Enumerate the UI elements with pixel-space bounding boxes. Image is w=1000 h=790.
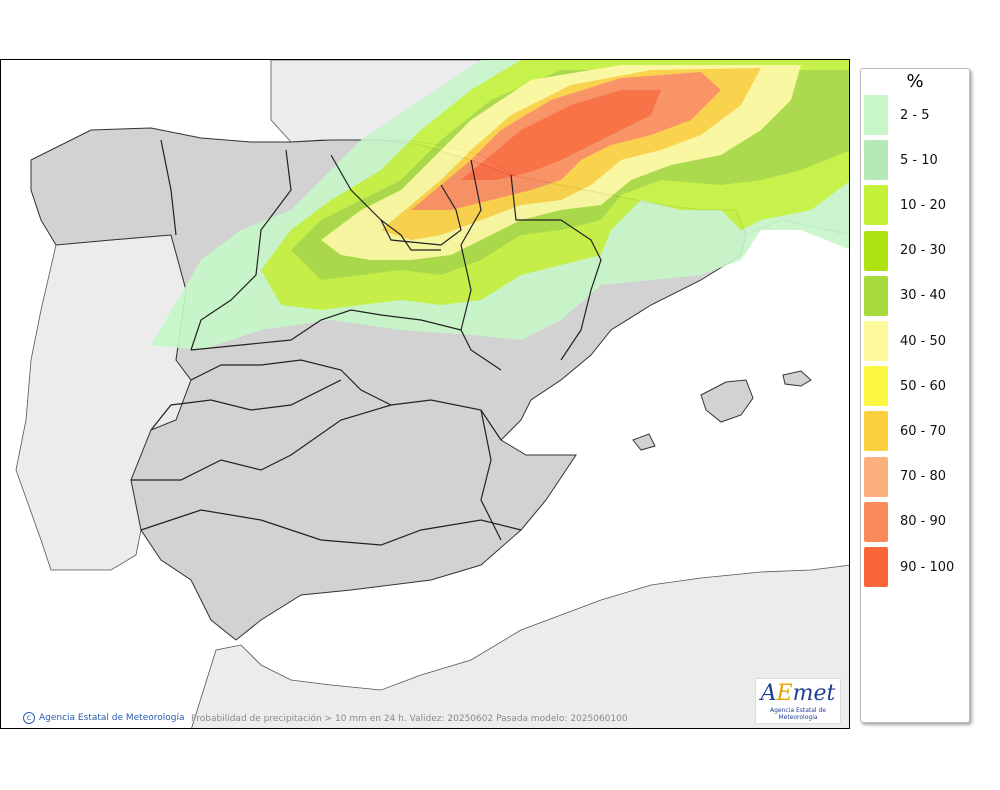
legend-label: 30 - 40 — [900, 288, 947, 304]
legend-swatch — [864, 275, 888, 316]
aemet-logo-subtitle: Agencia Estatal de Meteorología — [769, 707, 826, 721]
legend-item: 2 - 5 — [864, 95, 968, 135]
legend-item: 10 - 20 — [864, 185, 968, 226]
legend-swatch — [864, 95, 888, 135]
map-canvas[interactable] — [1, 60, 850, 729]
menorca-island — [782, 370, 812, 387]
legend-swatch — [864, 501, 888, 542]
legend-swatch — [864, 547, 888, 587]
legend-item: 30 - 40 — [864, 275, 968, 316]
legend-swatch — [864, 456, 888, 497]
legend-swatch — [864, 185, 888, 226]
legend-item: 20 - 30 — [864, 230, 968, 271]
legend-label: 80 - 90 — [900, 514, 947, 530]
mallorca-island — [700, 379, 754, 423]
region-borders — [131, 139, 602, 546]
legend-swatch — [864, 230, 888, 271]
copyright-icon: c — [23, 712, 35, 724]
aemet-logo: AEmet Agencia Estatal de Meteorología — [755, 678, 841, 724]
legend-label: 60 - 70 — [900, 423, 947, 439]
ibiza-island — [632, 433, 656, 451]
legend-label: 50 - 60 — [900, 378, 947, 394]
band-90-100 — [461, 90, 661, 180]
legend-label: 70 - 80 — [900, 469, 947, 485]
legend-label: 10 - 20 — [900, 197, 947, 213]
map-caption: Probabilidad de precipitación > 10 mm en… — [191, 714, 628, 724]
legend-label: 20 - 30 — [900, 243, 947, 259]
legend-swatch — [864, 411, 888, 452]
legend-label: 5 - 10 — [900, 152, 938, 168]
precipitation-overlay — [151, 60, 849, 350]
legend-item: 60 - 70 — [864, 411, 968, 452]
legend-panel: % 2 - 5 5 - 10 10 - 20 20 - 30 30 - 40 40 - 5… — [860, 68, 970, 723]
aemet-logo-word: AEmet — [760, 681, 836, 706]
legend-swatch — [864, 140, 888, 181]
legend-swatch — [864, 321, 888, 361]
legend-swatch — [864, 366, 888, 407]
legend-label: 40 - 50 — [900, 333, 947, 349]
legend-label: 90 - 100 — [900, 559, 955, 575]
legend-item: 50 - 60 — [864, 366, 968, 407]
legend-title: % — [906, 71, 924, 92]
north-africa-landmass — [191, 564, 849, 728]
legend-item: 40 - 50 — [864, 321, 968, 361]
legend-item: 70 - 80 — [864, 456, 968, 497]
agency-credit-text: Agencia Estatal de Meteorología — [39, 713, 185, 723]
agency-credit: c Agencia Estatal de Meteorología — [23, 712, 185, 724]
legend-item: 80 - 90 — [864, 501, 968, 542]
legend-item: 5 - 10 — [864, 140, 968, 181]
map-panel[interactable]: c Agencia Estatal de Meteorología Probab… — [0, 59, 850, 729]
legend-item: 90 - 100 — [864, 547, 968, 587]
legend-label: 2 - 5 — [900, 107, 930, 123]
